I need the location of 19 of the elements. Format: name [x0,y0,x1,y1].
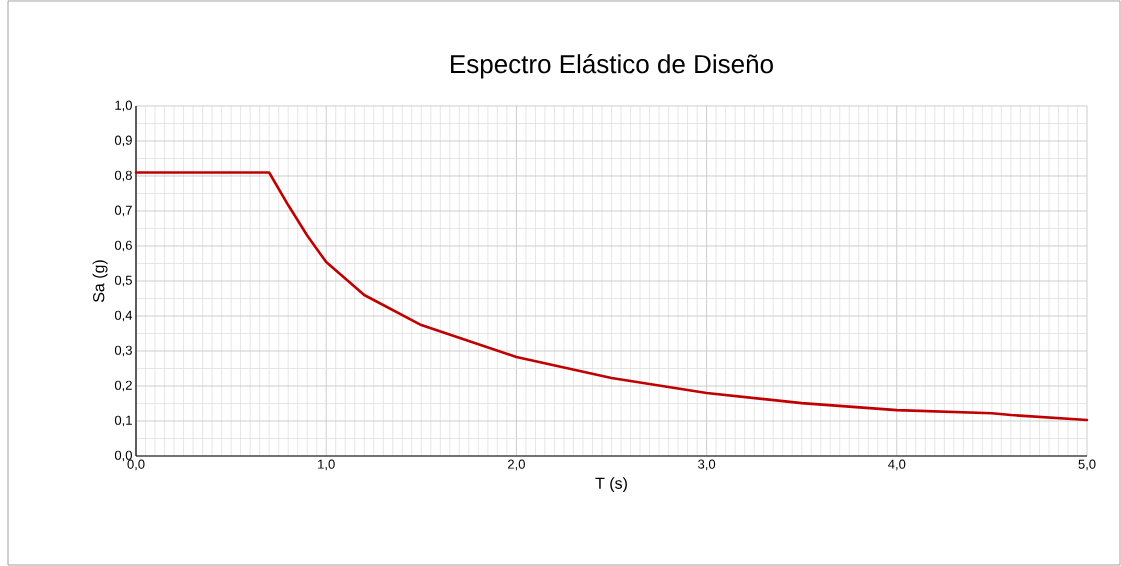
y-tick-label: 1,0 [115,100,132,112]
x-tick-label: 4,0 [888,459,906,471]
line-series [134,171,1089,422]
x-tick-label: 2,0 [508,459,525,471]
y-tick-label: 0,8 [114,170,132,182]
x-axis-title: T (s) [595,477,627,493]
y-tick-label: 0,3 [114,345,132,357]
y-tick-label: 0,1 [114,415,132,427]
y-tick-label: 0,4 [114,310,133,322]
y-axis-title: Sa (g) [92,260,108,303]
y-tick-label: 0,2 [114,380,132,392]
x-tick-label: 1,0 [318,459,335,471]
y-tick-label: 0,9 [114,135,132,147]
x-tick-label: 5,0 [1078,459,1096,471]
chart-title: Espectro Elástico de Diseño [451,53,773,79]
y-tick-label: 0,7 [114,205,132,217]
x-tick-label: 3,0 [698,459,716,471]
y-tick-label: 0,6 [114,240,132,252]
y-tick-label: 0,5 [114,275,132,287]
